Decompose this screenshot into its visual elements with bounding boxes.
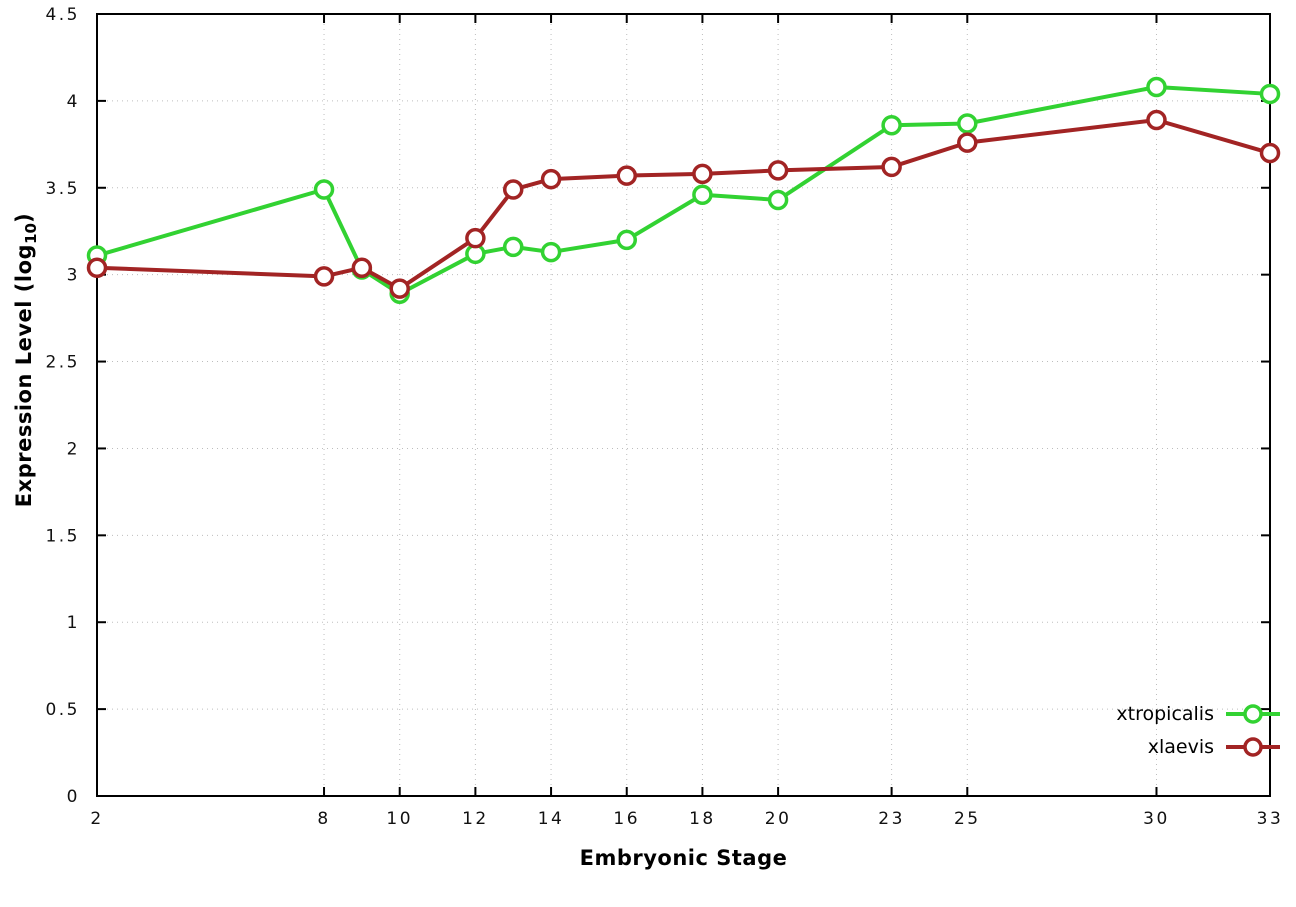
x-tick-label: 2 (90, 809, 103, 829)
data-point-xlaevis (86, 257, 108, 278)
plot-border (96, 13, 1271, 797)
data-point-xlaevis (957, 132, 978, 153)
data-point-xlaevis (616, 165, 637, 186)
x-tick-label: 33 (1257, 809, 1284, 829)
data-point-xtropicalis (881, 114, 902, 136)
data-point-xtropicalis (957, 113, 978, 134)
y-tick-label: 4.5 (45, 5, 80, 25)
y-tick-label: 4 (67, 92, 80, 112)
data-point-xlaevis (465, 227, 486, 249)
data-point-xlaevis (502, 179, 524, 200)
data-point-xlaevis (1146, 109, 1167, 131)
x-tick-label: 12 (462, 809, 489, 829)
y-axis-title-text: Expression Level (log (12, 243, 37, 508)
y-tick-label: 3.5 (45, 179, 80, 199)
x-tick-label: 16 (613, 809, 640, 829)
data-point-xlaevis (1259, 142, 1281, 164)
legend-marker-xtropicalis (1226, 704, 1280, 724)
legend: xtropicalis xlaevis (1116, 702, 1282, 759)
y-tick-label: 1.5 (45, 526, 80, 546)
data-point-xtropicalis (767, 189, 789, 211)
series-line-xtropicalis (95, 84, 1272, 296)
data-point-xtropicalis (616, 229, 637, 251)
data-point-xtropicalis (502, 236, 524, 258)
legend-item-xlaevis: xlaevis (1116, 735, 1282, 759)
data-point-xtropicalis (540, 241, 562, 263)
legend-label-xtropicalis: xtropicalis (1116, 703, 1214, 725)
x-tick-label: 23 (878, 809, 905, 829)
data-point-xlaevis (389, 278, 410, 299)
x-tick-label: 8 (317, 809, 330, 829)
data-point-xlaevis (767, 160, 789, 181)
y-tick-label: 0 (67, 787, 80, 807)
y-tick-label: 3 (67, 266, 80, 286)
data-point-xlaevis (881, 156, 902, 178)
y-tick-label: 1 (67, 613, 80, 633)
data-point-xtropicalis (692, 184, 713, 205)
x-tick-label: 30 (1143, 809, 1170, 829)
data-point-xlaevis (351, 257, 373, 278)
data-point-xtropicalis (1146, 76, 1167, 98)
y-axis-title-suffix: ) (12, 212, 37, 223)
legend-circle-xlaevis (1243, 737, 1263, 757)
legend-item-xtropicalis: xtropicalis (1116, 702, 1282, 726)
y-tick-label: 2 (67, 439, 80, 459)
x-tick-label: 18 (689, 809, 716, 829)
data-point-xtropicalis (313, 179, 335, 200)
legend-circle-xtropicalis (1243, 704, 1263, 724)
x-tick-label: 20 (765, 809, 792, 829)
data-point-xlaevis (540, 168, 562, 190)
x-tick-label: 10 (386, 809, 413, 829)
x-tick-label: 25 (954, 809, 981, 829)
legend-marker-xlaevis (1226, 737, 1280, 757)
legend-label-xlaevis: xlaevis (1147, 736, 1214, 758)
data-point-xlaevis (313, 266, 335, 287)
y-axis-title-subscript: 10 (21, 222, 40, 244)
data-point-xtropicalis (1259, 83, 1281, 105)
y-tick-label: 2.5 (45, 353, 80, 373)
x-axis-title: Embryonic Stage (579, 846, 788, 870)
y-tick-label: 0.5 (45, 700, 80, 720)
data-point-xlaevis (692, 163, 713, 185)
y-axis-title: Expression Level (log10) (12, 213, 40, 507)
x-tick-label: 14 (538, 809, 565, 829)
